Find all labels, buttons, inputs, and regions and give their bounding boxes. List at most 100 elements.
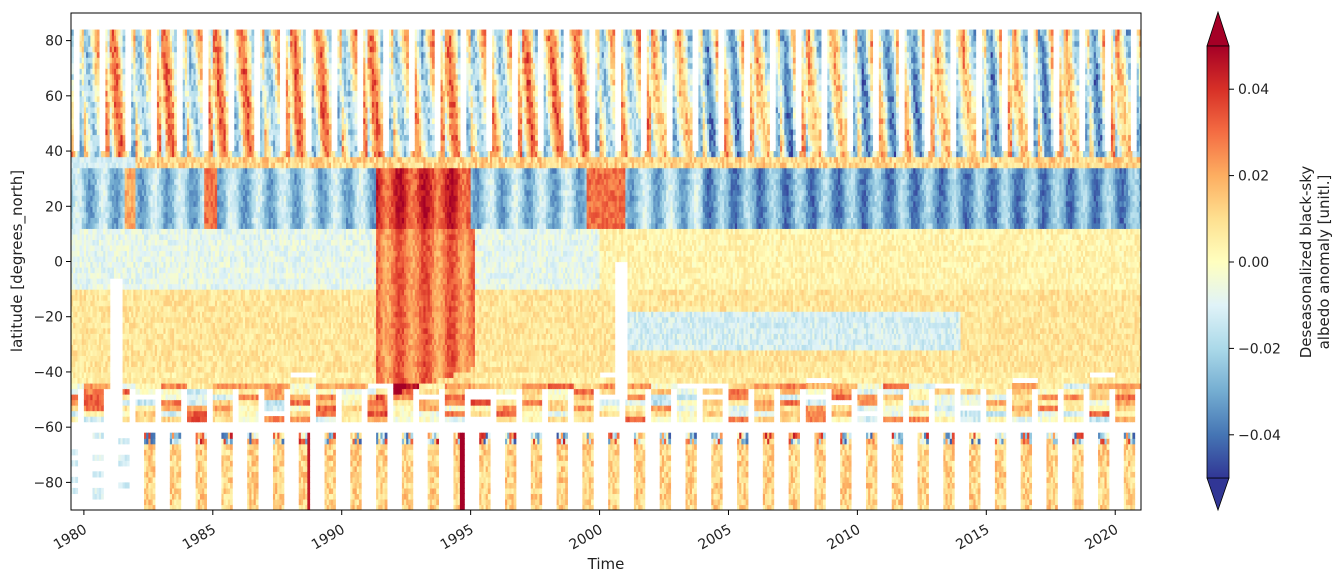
heatmap-cell: [169, 51, 173, 58]
heatmap-cell: [98, 405, 102, 412]
heatmap-cell: [90, 51, 94, 58]
heatmap-cell: [96, 360, 100, 368]
heatmap-cell: [165, 338, 169, 345]
heatmap-cell: [148, 40, 152, 47]
heatmap-cell: [86, 29, 89, 36]
heatmap-cell: [146, 388, 149, 395]
heatmap-cell: [77, 377, 81, 384]
heatmap-cell: [139, 333, 143, 340]
heatmap-cell: [88, 29, 91, 36]
heatmap-cell: [73, 195, 76, 202]
heatmap-cell: [71, 106, 74, 113]
heatmap-cell: [113, 95, 117, 102]
heatmap-cell: [144, 482, 147, 489]
heatmap-cell: [92, 84, 96, 91]
heatmap-cell: [146, 410, 149, 417]
heatmap-cell: [135, 316, 139, 323]
heatmap-cell: [88, 68, 91, 75]
heatmap-cell: [73, 410, 76, 417]
heatmap-cell: [92, 79, 96, 86]
heatmap-cell: [174, 443, 177, 450]
heatmap-cell: [137, 46, 141, 53]
heatmap-cell: [144, 338, 147, 345]
heatmap-cell: [131, 355, 134, 362]
heatmap-cell: [77, 261, 81, 268]
heatmap-cell: [131, 261, 134, 268]
heatmap-cell: [86, 68, 89, 75]
heatmap-cell: [105, 106, 109, 113]
heatmap-cell: [171, 162, 175, 169]
heatmap-cell: [169, 167, 173, 174]
heatmap-cell: [81, 145, 85, 152]
heatmap-cell: [148, 128, 152, 136]
heatmap-cell: [109, 112, 113, 119]
heatmap-cell: [230, 471, 233, 478]
heatmap-cell: [81, 128, 85, 136]
heatmap-cell: [144, 504, 147, 510]
heatmap-cell: [113, 112, 117, 119]
heatmap-cell: [88, 117, 91, 125]
heatmap-cell: [105, 344, 109, 351]
heatmap-cell: [159, 311, 162, 318]
heatmap-cell: [144, 35, 147, 42]
heatmap-cell: [141, 51, 145, 58]
heatmap-cell: [73, 449, 76, 456]
heatmap-cell: [88, 151, 91, 158]
heatmap-cell: [176, 476, 180, 483]
heatmap-cell: [161, 416, 164, 423]
heatmap-cell: [169, 106, 173, 113]
heatmap-cell: [148, 62, 152, 69]
heatmap-cell: [83, 283, 87, 290]
heatmap-cell: [199, 46, 203, 53]
heatmap-cell: [113, 184, 117, 191]
heatmap-cell: [73, 344, 76, 351]
heatmap-cell: [94, 73, 98, 80]
heatmap-cell: [152, 443, 156, 450]
heatmap-cell: [161, 410, 164, 417]
heatmap-cell: [176, 349, 180, 356]
heatmap-cell: [152, 322, 156, 329]
heatmap-cell: [94, 106, 98, 113]
heatmap-cell: [75, 338, 79, 345]
heatmap-cell: [156, 128, 160, 136]
heatmap-cell: [129, 344, 132, 351]
heatmap-cell: [161, 272, 164, 279]
heatmap-cell: [96, 145, 100, 152]
heatmap-cell: [154, 200, 158, 207]
heatmap-cell: [101, 311, 104, 318]
heatmap-cell: [129, 195, 132, 202]
heatmap-cell: [156, 360, 160, 368]
heatmap-cell: [169, 438, 173, 445]
heatmap-cell: [169, 156, 173, 163]
heatmap-cell: [90, 261, 94, 268]
heatmap-cell: [141, 244, 145, 252]
heatmap-cell: [122, 134, 126, 141]
heatmap-cell: [174, 222, 177, 229]
heatmap-cell: [113, 46, 117, 53]
heatmap-cell: [94, 399, 98, 406]
heatmap-cell: [109, 84, 113, 91]
heatmap-cell: [105, 278, 109, 285]
heatmap-cell: [144, 106, 147, 113]
heatmap-cell: [94, 117, 98, 125]
heatmap-cell: [150, 382, 154, 390]
heatmap-cell: [148, 211, 152, 218]
heatmap-cell: [118, 73, 122, 80]
heatmap-cell: [159, 305, 162, 312]
heatmap-cell: [126, 151, 130, 158]
heatmap-cell: [120, 162, 124, 169]
heatmap-cell: [81, 360, 85, 368]
heatmap-cell: [77, 156, 81, 163]
heatmap-cell: [79, 322, 83, 329]
heatmap-cell: [152, 167, 156, 174]
heatmap-cell: [94, 211, 98, 218]
heatmap-cell: [144, 333, 147, 340]
heatmap-cell: [118, 228, 122, 235]
heatmap-cell: [88, 217, 91, 224]
heatmap-cell: [120, 123, 124, 130]
heatmap-cell: [71, 278, 74, 285]
heatmap-cell: [152, 327, 156, 334]
heatmap-cell: [144, 410, 147, 417]
heatmap-cell: [169, 366, 173, 373]
